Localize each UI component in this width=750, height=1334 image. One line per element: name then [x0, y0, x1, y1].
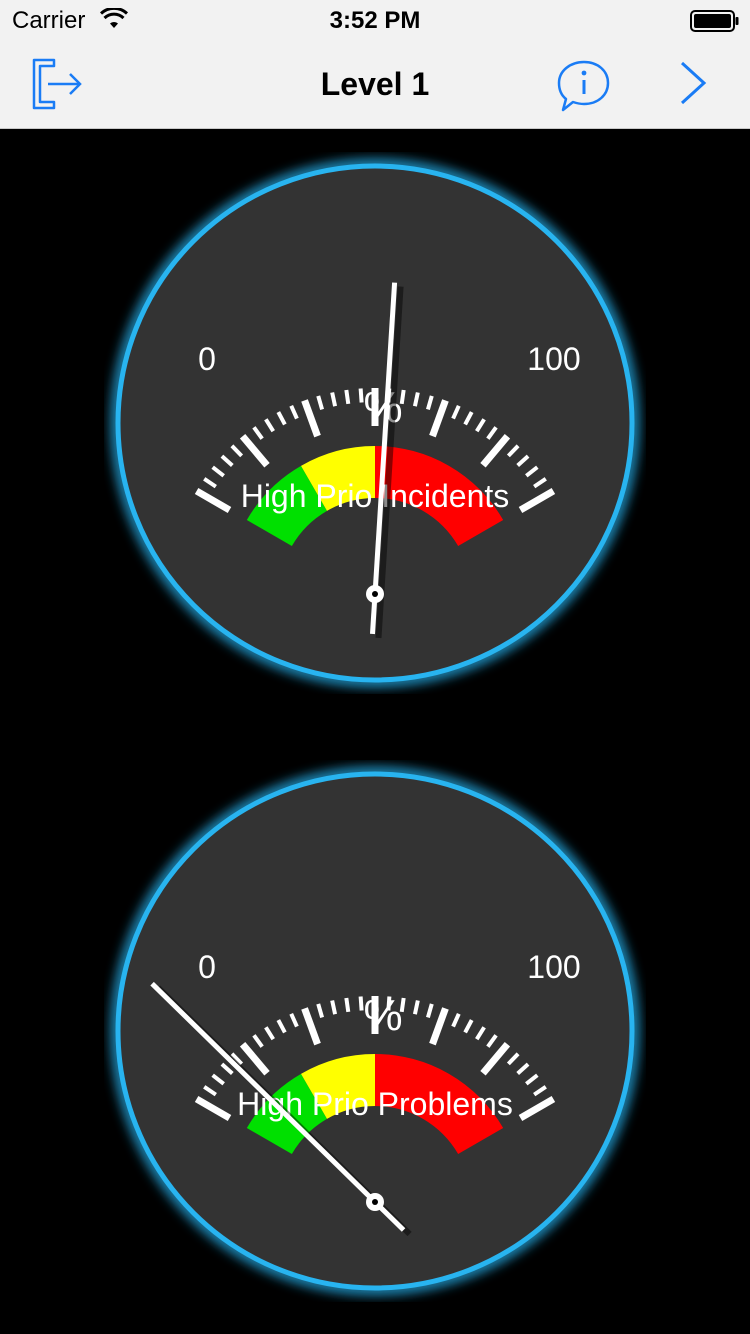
gauge-major-tick [480, 433, 511, 468]
gauge-major-tick [301, 399, 321, 438]
gauge-minor-tick [525, 1073, 539, 1086]
gauge-band-red [375, 1054, 504, 1154]
gauge-minor-tick [425, 1003, 434, 1018]
gauge-minor-tick [525, 465, 539, 478]
gauge-minor-tick [358, 388, 364, 403]
gauge-dial: 0 100% High Prio Problems [112, 768, 638, 1294]
gauge-minor-tick [330, 392, 338, 407]
clock-time: 3:52 PM [329, 7, 421, 34]
gauge-needle [369, 282, 398, 635]
info-icon [557, 60, 610, 112]
gauge-minor-tick [533, 477, 547, 489]
gauge-minor-tick [220, 1062, 234, 1076]
gauge-minor-tick [399, 997, 406, 1013]
gauge-unit-label: % [363, 383, 402, 432]
gauge-major-tick [429, 399, 449, 438]
gauge-minor-tick [486, 1034, 498, 1048]
status-bar: Carrier 3:52 PM [0, 0, 750, 40]
gauge-min-label: 0 [198, 341, 216, 377]
gauge-unit-label: % [363, 991, 402, 1040]
gauge-title: High Prio Incidents [241, 478, 510, 514]
gauge-minor-tick [276, 1019, 287, 1034]
gauge-minor-tick [289, 404, 299, 420]
logout-icon [32, 58, 82, 110]
top-bar: Carrier 3:52 PM Level 1 [0, 0, 750, 129]
gauge-minor-tick [264, 1026, 275, 1041]
gauge-dial: 0 100% High Prio Incidents [112, 160, 638, 686]
gauge-minor-tick [516, 454, 530, 468]
gauge-minor-tick [344, 997, 351, 1013]
gauge-hub-dot [372, 591, 378, 597]
gauge-minor-tick [463, 1019, 474, 1034]
gauge-high-prio-problems: 0 100% High Prio Problems [104, 760, 646, 1302]
gauge-minor-tick [316, 1003, 325, 1018]
gauge-major-tick [480, 1041, 511, 1076]
gauge-minor-tick [451, 1012, 461, 1028]
gauge-minor-tick [289, 1012, 299, 1028]
info-button[interactable] [554, 56, 614, 116]
gauge-major-tick [301, 1007, 321, 1046]
gauge-band-green [246, 465, 327, 546]
battery-icon [690, 10, 740, 39]
gauge-minor-tick [486, 426, 498, 440]
gauge-minor-tick [252, 1034, 264, 1048]
gauge-needle-shadow [375, 286, 404, 639]
gauge-minor-tick [412, 1000, 420, 1015]
gauge-minor-tick [475, 1026, 486, 1041]
gauge-minor-tick [451, 404, 461, 420]
gauge-minor-tick [506, 1052, 520, 1066]
gauge-major-tick [518, 487, 556, 514]
gauge-minor-tick [344, 389, 351, 405]
gauge-minor-tick [203, 477, 217, 489]
logout-button[interactable] [30, 56, 86, 112]
gauge-minor-tick [252, 426, 264, 440]
gauge-minor-tick [412, 392, 420, 407]
gauge-minor-tick [230, 1052, 244, 1066]
gauge-band-yellow [301, 446, 375, 511]
gauge-minor-tick [425, 395, 434, 410]
gauge-minor-tick [533, 1085, 547, 1097]
gauge-hub-dot [372, 1199, 378, 1205]
gauge-major-tick [239, 1041, 270, 1076]
gauge-minor-tick [276, 411, 287, 426]
gauge-max-label: 100 [527, 949, 580, 985]
gauge-max-label: 100 [527, 341, 580, 377]
gauge-minor-tick [475, 418, 486, 433]
gauge-minor-tick [203, 1085, 217, 1097]
gauge-minor-tick [330, 1000, 338, 1015]
gauge-major-tick [518, 1095, 556, 1122]
gauge-major-tick [239, 433, 270, 468]
chevron-right-icon [680, 61, 707, 105]
gauge-minor-tick [463, 411, 474, 426]
gauge-major-tick [194, 1095, 232, 1122]
next-button[interactable] [676, 60, 712, 106]
navigation-bar: Level 1 [0, 40, 750, 128]
gauge-minor-tick [211, 1073, 225, 1086]
carrier-label: Carrier [12, 7, 86, 34]
gauge-minor-tick [516, 1062, 530, 1076]
gauge-title: High Prio Problems [237, 1086, 513, 1122]
gauge-high-prio-incidents: 0 100% High Prio Incidents [104, 152, 646, 694]
gauge-minor-tick [358, 996, 364, 1011]
gauge-minor-tick [211, 465, 225, 478]
gauge-minor-tick [399, 389, 406, 405]
gauge-minor-tick [220, 454, 234, 468]
gauge-min-label: 0 [198, 949, 216, 985]
gauge-minor-tick [264, 418, 275, 433]
gauge-band-yellow [301, 1054, 375, 1119]
gauge-band-red [375, 446, 504, 546]
wifi-icon [99, 6, 129, 37]
gauge-major-tick [194, 487, 232, 514]
gauge-minor-tick [386, 996, 392, 1011]
page-title: Level 1 [320, 66, 430, 102]
gauge-major-tick [429, 1007, 449, 1046]
gauge-needle [150, 981, 406, 1232]
gauge-minor-tick [230, 444, 244, 458]
gauge-minor-tick [316, 395, 325, 410]
gauge-minor-tick [506, 444, 520, 458]
